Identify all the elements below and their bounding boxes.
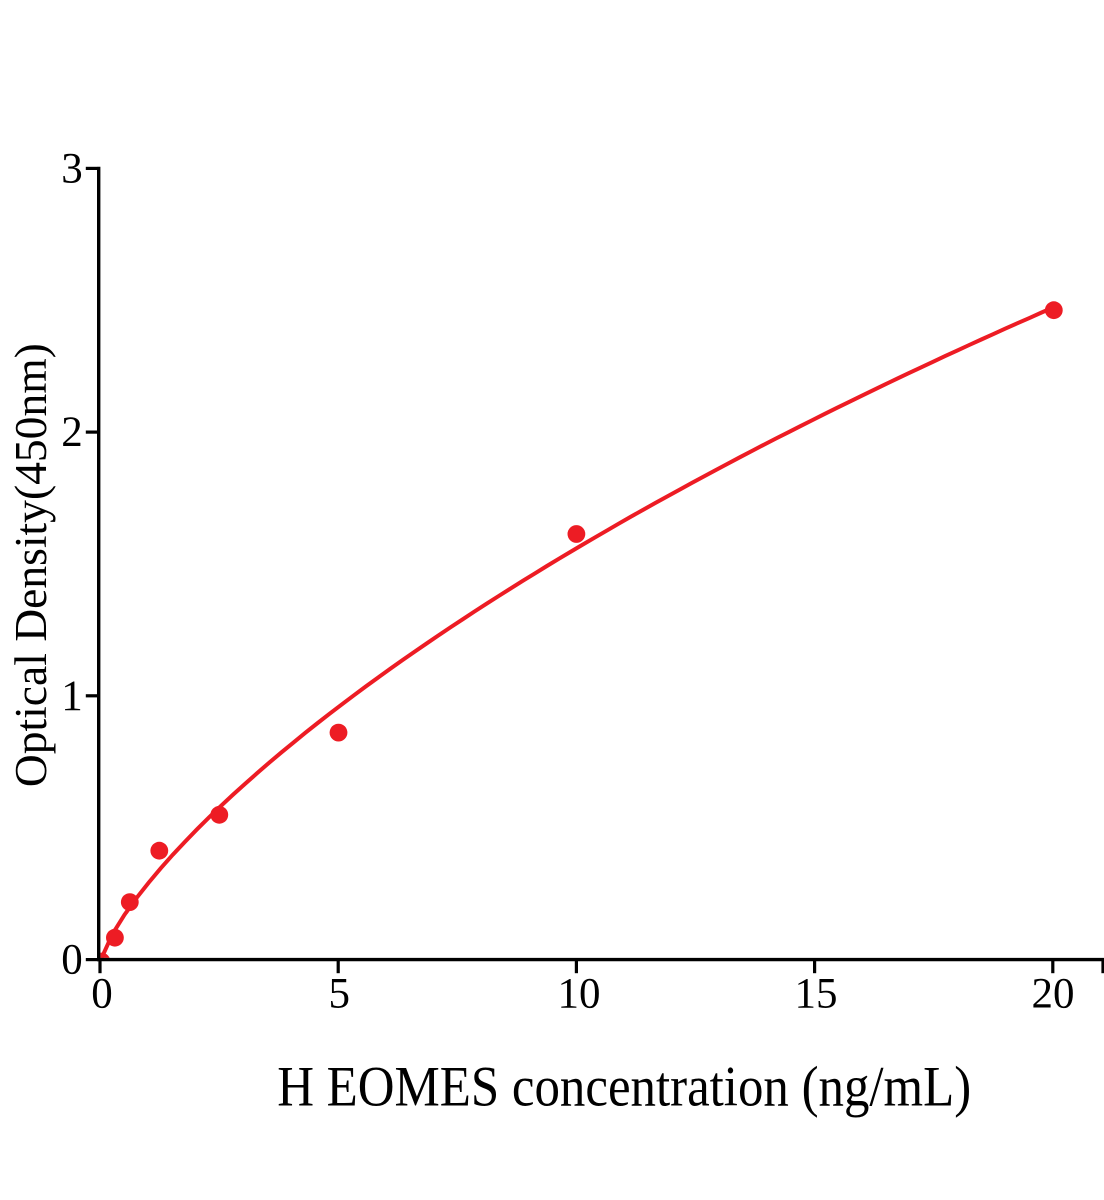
svg-text:Optical Density(450nm): Optical Density(450nm) <box>6 343 56 787</box>
svg-text:20: 20 <box>1032 971 1075 1018</box>
svg-text:1: 1 <box>61 673 83 720</box>
svg-text:15: 15 <box>795 971 838 1018</box>
svg-text:0: 0 <box>61 937 83 984</box>
svg-text:5: 5 <box>328 971 350 1018</box>
svg-text:3: 3 <box>61 146 83 193</box>
svg-text:2: 2 <box>61 409 83 456</box>
svg-text:10: 10 <box>558 971 601 1018</box>
svg-text:H EOMES concentration (ng/mL): H EOMES concentration (ng/mL) <box>277 1056 971 1119</box>
svg-text:0: 0 <box>91 971 113 1018</box>
